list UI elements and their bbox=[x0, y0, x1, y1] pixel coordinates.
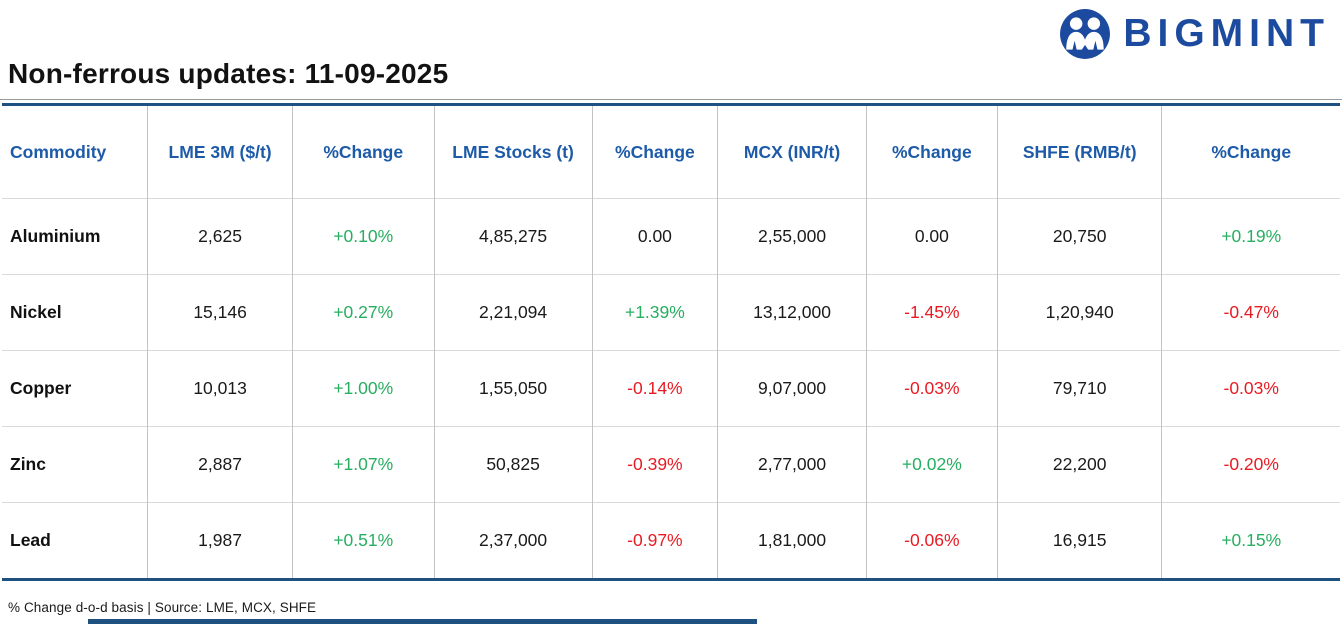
cell-mcx-change: 0.00 bbox=[865, 198, 998, 275]
cell-stocks-change: -0.14% bbox=[591, 350, 718, 427]
table-row-lead: Lead 1,987 +0.51% 2,37,000 -0.97% 1,81,0… bbox=[2, 502, 1340, 580]
table-row-copper: Copper 10,013 +1.00% 1,55,050 -0.14% 9,0… bbox=[2, 350, 1340, 427]
cell-shfe-change: -0.20% bbox=[1161, 426, 1340, 503]
cell-mcx: 13,12,000 bbox=[717, 274, 867, 351]
col-header-commodity: Commodity bbox=[10, 141, 107, 162]
cell-lme-change: +0.10% bbox=[291, 198, 435, 275]
cell-shfe-change: +0.19% bbox=[1161, 198, 1340, 275]
cell-shfe: 79,710 bbox=[996, 350, 1162, 427]
commodity-table: Commodity LME 3M ($/t) %Change LME Stock… bbox=[2, 103, 1340, 581]
cell-mcx: 2,55,000 bbox=[717, 198, 867, 275]
table-row-aluminium: Aluminium 2,625 +0.10% 4,85,275 0.00 2,5… bbox=[2, 198, 1340, 275]
cell-lme-3m: 10,013 bbox=[147, 350, 293, 427]
cell-commodity: Aluminium bbox=[2, 198, 148, 275]
cell-lme-change: +0.27% bbox=[291, 274, 435, 351]
bigmint-people-icon bbox=[1060, 9, 1111, 59]
cell-mcx-change: -0.06% bbox=[865, 502, 998, 580]
col-header-lme-3m: LME 3M ($/t) bbox=[147, 104, 293, 199]
bottom-accent-bar bbox=[88, 619, 757, 624]
table-row-nickel: Nickel 15,146 +0.27% 2,21,094 +1.39% 13,… bbox=[2, 274, 1340, 351]
cell-lme-3m: 15,146 bbox=[147, 274, 293, 351]
cell-stocks-change: 0.00 bbox=[591, 198, 718, 275]
cell-shfe: 16,915 bbox=[996, 502, 1162, 580]
cell-shfe: 1,20,940 bbox=[996, 274, 1162, 351]
cell-stocks-change: +1.39% bbox=[591, 274, 718, 351]
table-header-row: Commodity LME 3M ($/t) %Change LME Stock… bbox=[2, 104, 1340, 199]
cell-lme-stocks: 2,37,000 bbox=[433, 502, 593, 580]
brand-name: BIGMINT bbox=[1123, 12, 1330, 55]
cell-shfe: 22,200 bbox=[996, 426, 1162, 503]
col-header-mcx: MCX (INR/t) bbox=[717, 104, 867, 199]
cell-shfe: 20,750 bbox=[996, 198, 1162, 275]
cell-lme-3m: 2,625 bbox=[147, 198, 293, 275]
cell-mcx: 1,81,000 bbox=[717, 502, 867, 580]
cell-lme-stocks: 4,85,275 bbox=[433, 198, 593, 275]
col-header-lme-change: %Change bbox=[291, 104, 435, 199]
cell-stocks-change: -0.97% bbox=[591, 502, 718, 580]
page-title: Non-ferrous updates: 11-09-2025 bbox=[8, 58, 449, 89]
cell-mcx: 9,07,000 bbox=[717, 350, 867, 427]
cell-mcx: 2,77,000 bbox=[717, 426, 867, 503]
cell-lme-stocks: 50,825 bbox=[433, 426, 593, 503]
table-row-zinc: Zinc 2,887 +1.07% 50,825 -0.39% 2,77,000… bbox=[2, 426, 1340, 503]
bigmint-logo: BIGMINT bbox=[1059, 8, 1330, 60]
col-header-stocks-change: %Change bbox=[591, 104, 718, 199]
cell-lme-stocks: 2,21,094 bbox=[433, 274, 593, 351]
col-header-shfe: SHFE (RMB/t) bbox=[996, 104, 1162, 199]
cell-shfe-change: -0.03% bbox=[1161, 350, 1340, 427]
cell-lme-change: +1.07% bbox=[291, 426, 435, 503]
cell-stocks-change: -0.39% bbox=[591, 426, 718, 503]
title-divider bbox=[0, 99, 1342, 100]
cell-lme-3m: 1,987 bbox=[147, 502, 293, 580]
cell-mcx-change: -0.03% bbox=[865, 350, 998, 427]
cell-shfe-change: +0.15% bbox=[1161, 502, 1340, 580]
col-header-lme-stocks: LME Stocks (t) bbox=[433, 104, 593, 199]
cell-commodity: Nickel bbox=[2, 274, 148, 351]
cell-lme-change: +0.51% bbox=[291, 502, 435, 580]
col-header-mcx-change: %Change bbox=[865, 104, 998, 199]
col-header-shfe-change: %Change bbox=[1161, 104, 1340, 199]
cell-commodity: Zinc bbox=[2, 426, 148, 503]
cell-lme-stocks: 1,55,050 bbox=[433, 350, 593, 427]
cell-mcx-change: +0.02% bbox=[865, 426, 998, 503]
cell-mcx-change: -1.45% bbox=[865, 274, 998, 351]
cell-lme-3m: 2,887 bbox=[147, 426, 293, 503]
cell-lme-change: +1.00% bbox=[291, 350, 435, 427]
cell-shfe-change: -0.47% bbox=[1161, 274, 1340, 351]
cell-commodity: Copper bbox=[2, 350, 148, 427]
source-footnote: % Change d-o-d basis | Source: LME, MCX,… bbox=[8, 600, 317, 615]
cell-commodity: Lead bbox=[2, 502, 148, 580]
